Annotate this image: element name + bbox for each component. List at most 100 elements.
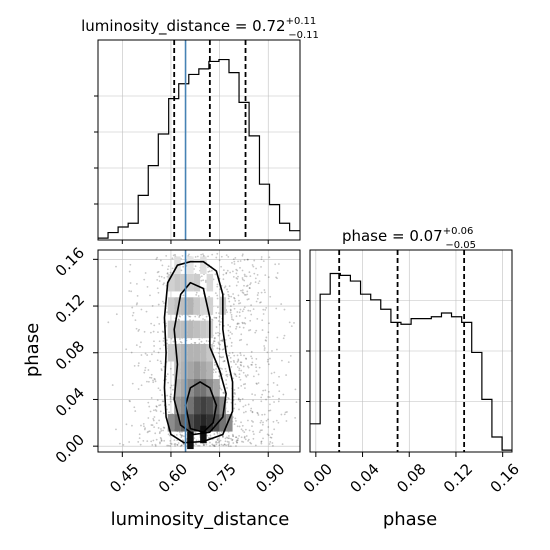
joint-sample-point bbox=[215, 440, 218, 443]
joint-sample-point bbox=[229, 271, 232, 274]
joint-sample-point bbox=[254, 281, 257, 284]
phase-title-value: 0.07 bbox=[409, 227, 442, 245]
joint-sample-point bbox=[250, 419, 253, 422]
joint-sample-point bbox=[267, 426, 270, 428]
joint-density-cell bbox=[206, 343, 214, 362]
phase-title: phase = 0.07+0.06 −0.05 bbox=[342, 226, 476, 251]
joint-sample-point bbox=[256, 297, 259, 300]
joint-sample-point bbox=[236, 322, 239, 325]
joint-sample-point bbox=[221, 338, 224, 341]
joint-sample-point bbox=[238, 376, 241, 379]
joint-sample-point bbox=[149, 331, 152, 334]
joint-sample-point bbox=[285, 420, 288, 422]
joint-sample-point bbox=[239, 361, 242, 364]
joint-sample-point bbox=[158, 280, 161, 282]
joint-sample-point bbox=[222, 391, 225, 394]
joint-sample-point bbox=[138, 328, 141, 331]
joint-sample-point bbox=[231, 438, 234, 441]
joint-sample-point bbox=[236, 311, 239, 313]
joint-sample-point bbox=[233, 423, 236, 426]
joint-sample-point bbox=[149, 410, 152, 413]
joint-sample-point bbox=[169, 439, 172, 442]
joint-sample-point bbox=[197, 295, 200, 297]
joint-sample-point bbox=[239, 378, 242, 381]
joint-sample-point bbox=[157, 303, 160, 306]
joint-sample-point bbox=[214, 292, 217, 295]
joint-sample-point bbox=[152, 419, 155, 422]
joint-sample-point bbox=[216, 347, 219, 350]
joint-sample-point bbox=[228, 437, 231, 440]
joint-sample-point bbox=[189, 315, 192, 318]
joint-sample-point bbox=[233, 297, 236, 300]
joint-sample-point bbox=[257, 373, 260, 376]
joint-sample-point bbox=[223, 443, 226, 446]
joint-sample-point bbox=[195, 291, 198, 294]
joint-sample-point bbox=[132, 311, 135, 314]
joint-sample-point bbox=[142, 422, 145, 425]
joint-sample-point bbox=[235, 315, 238, 318]
joint-sample-point bbox=[198, 444, 201, 447]
joint-density-cell bbox=[200, 361, 207, 380]
joint-sample-point bbox=[181, 435, 183, 438]
joint-density-cell bbox=[174, 396, 181, 415]
joint-sample-point bbox=[229, 331, 232, 334]
joint-sample-point bbox=[245, 285, 248, 288]
joint-sample-point bbox=[194, 265, 197, 268]
joint-sample-point bbox=[139, 346, 141, 348]
joint-sample-point bbox=[241, 289, 244, 291]
joint-sample-point bbox=[261, 429, 263, 431]
joint-sample-point bbox=[282, 337, 285, 340]
joint-sample-point bbox=[247, 438, 250, 441]
joint-sample-point bbox=[243, 273, 246, 276]
joint-sample-point bbox=[215, 316, 217, 319]
joint-sample-point bbox=[160, 437, 163, 440]
joint-sample-point bbox=[241, 277, 244, 279]
joint-sample-point bbox=[235, 436, 237, 439]
joint-sample-point bbox=[275, 348, 278, 351]
joint-sample-point bbox=[256, 411, 259, 414]
joint-sample-point bbox=[202, 318, 204, 320]
joint-sample-point bbox=[236, 323, 239, 325]
joint-sample-point bbox=[165, 254, 168, 257]
joint-density-cell bbox=[174, 414, 181, 432]
joint-sample-point bbox=[215, 316, 218, 319]
joint-sample-point bbox=[266, 351, 269, 354]
joint-sample-point bbox=[156, 287, 159, 290]
joint-sample-point bbox=[257, 282, 260, 285]
joint-sample-point bbox=[158, 432, 161, 435]
joint-sample-point bbox=[166, 444, 169, 447]
joint-sample-point bbox=[248, 287, 251, 289]
joint-sample-point bbox=[235, 268, 238, 271]
joint-sample-point bbox=[258, 366, 261, 369]
joint-density-cell bbox=[187, 396, 194, 415]
joint-sample-point bbox=[241, 269, 244, 272]
joint-sample-point bbox=[155, 405, 158, 408]
joint-sample-point bbox=[160, 369, 163, 372]
joint-sample-point bbox=[229, 308, 232, 311]
joint-sample-point bbox=[227, 334, 230, 337]
joint-sample-point bbox=[170, 443, 173, 445]
joint-sample-point bbox=[174, 253, 176, 256]
joint-sample-point bbox=[224, 339, 227, 341]
joint-density-cell bbox=[200, 396, 207, 415]
joint-sample-point bbox=[193, 437, 196, 440]
joint-sample-point bbox=[115, 428, 117, 431]
joint-sample-point bbox=[136, 294, 139, 297]
joint-sample-point bbox=[131, 382, 134, 385]
joint-sample-point bbox=[217, 320, 220, 322]
phase-x-tick-label: 0.00 bbox=[300, 460, 336, 496]
joint-sample-point bbox=[224, 367, 227, 370]
joint-sample-point bbox=[238, 408, 240, 411]
joint-sample-point bbox=[236, 441, 239, 444]
joint-sample-point bbox=[162, 429, 165, 432]
joint-sample-point bbox=[167, 381, 170, 384]
joint-sample-point bbox=[168, 411, 170, 414]
joint-sample-point bbox=[268, 443, 271, 445]
joint-sample-point bbox=[237, 387, 240, 389]
joint-sample-point bbox=[167, 265, 170, 268]
joint-sample-point bbox=[242, 411, 245, 414]
joint-sample-point bbox=[246, 293, 249, 296]
joint-sample-point bbox=[150, 376, 153, 379]
joint-contour bbox=[173, 281, 227, 436]
